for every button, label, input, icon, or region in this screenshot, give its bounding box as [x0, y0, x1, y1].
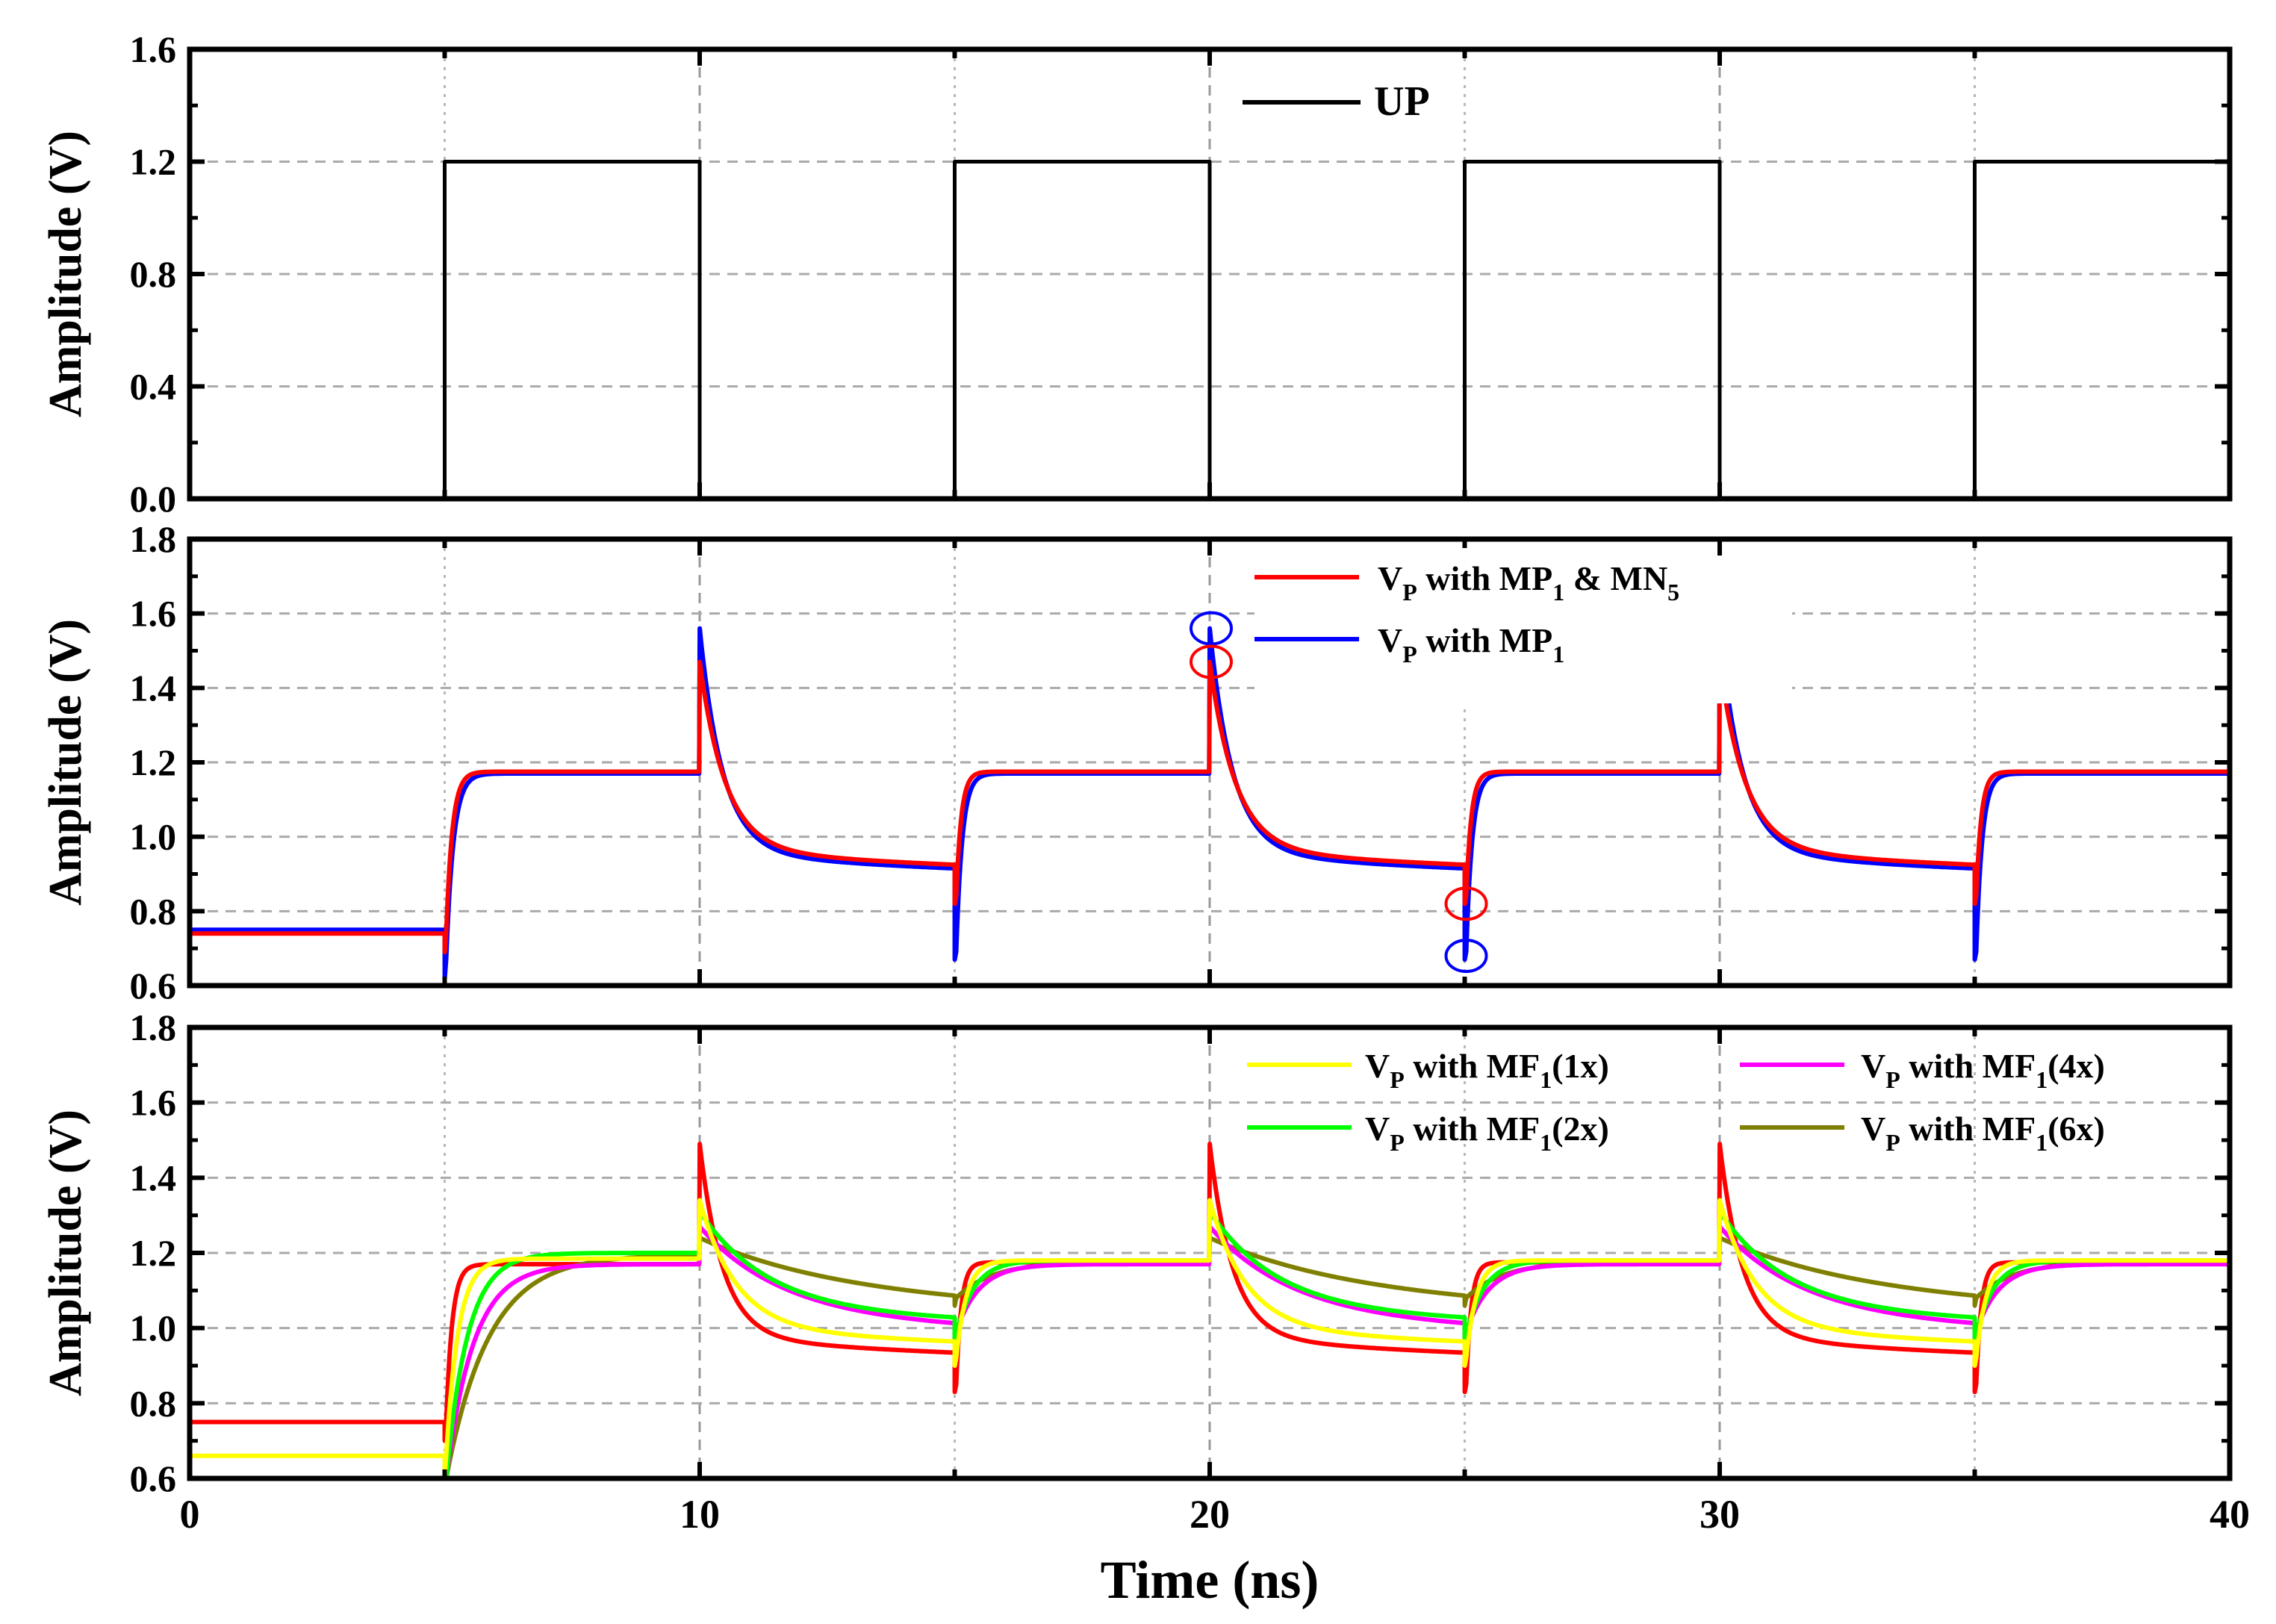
- ytick-label: 0.6: [130, 965, 177, 1007]
- series-vp-with-mf1-6x-: [190, 1235, 2230, 1478]
- ytick-label: 0.0: [130, 478, 177, 520]
- annotation-circle-0: [1190, 611, 1233, 646]
- ytick-label: 1.2: [130, 141, 177, 183]
- series-vp-with-mp1-mn5: [190, 659, 2230, 955]
- legend-vp-mp1-mn5-main: V: [1378, 559, 1402, 597]
- panel-2-ticks: 0.6 0.8 1.0 1.2 1.4 1.6 1.8: [130, 518, 2232, 1007]
- legend-mf1-2x-sub2: 1: [1540, 1129, 1552, 1156]
- legend-mf1-2x-sub1: P: [1390, 1129, 1405, 1156]
- ytick-label: 0.4: [130, 366, 177, 408]
- legend-vp-mp1-mn5-tail: & MN: [1564, 559, 1667, 597]
- legend-mf1-2x-label: VP with MF1(2x): [1365, 1110, 1609, 1156]
- legend-mf1-2x-tail: (2x): [1552, 1110, 1609, 1148]
- legend-mf1-1x-label: VP with MF1(1x): [1365, 1047, 1609, 1093]
- panel-1-series: [190, 160, 2230, 499]
- legend-mf1-4x-main: V: [1861, 1047, 1885, 1085]
- panel-3: 0.6 0.8 1.0 1.2 1.4 1.6 1.8 0 10 20 30 40 Amplitude…: [40, 1007, 2250, 1610]
- panel-2-legend-box: [1254, 532, 1792, 703]
- legend-mf1-4x-tail: (4x): [2048, 1047, 2105, 1085]
- ytick-label: 1.0: [130, 1307, 177, 1349]
- legend-mf1-6x-label: VP with MF1(6x): [1861, 1110, 2105, 1156]
- legend-mf1-6x-main: V: [1861, 1110, 1885, 1148]
- series-vp-reference: [190, 1142, 2230, 1443]
- legend-vp-mp1-mn5-sub1: P: [1402, 579, 1417, 606]
- ytick-label: 0.8: [130, 253, 177, 295]
- ytick-label: 1.4: [130, 667, 177, 709]
- legend-vp-mp1-label: VP with MP1: [1378, 621, 1564, 668]
- ytick-label: 0.6: [130, 1457, 177, 1499]
- annotation-circle-1: [1190, 644, 1233, 679]
- ytick-label: 1.2: [130, 1232, 177, 1274]
- legend-mf1-6x-sub2: 1: [2036, 1129, 2048, 1156]
- legend-mf1-1x-sub2: 1: [1540, 1066, 1552, 1093]
- legend-vp-mp1-sub2: 1: [1552, 641, 1564, 668]
- annotation-circle-3: [1444, 939, 1488, 974]
- legend-mf1-4x-sub2: 1: [2036, 1066, 2048, 1093]
- panel-1-ticks: 0.0 0.4 0.8 1.2 1.6: [130, 28, 2232, 520]
- legend-mf1-6x-mid: with MF: [1900, 1110, 2036, 1148]
- panel-1-ylabel: Amplitude (V): [40, 131, 91, 417]
- panel-3-series: [190, 1142, 2230, 1478]
- xtick-label: 20: [1190, 1492, 1230, 1537]
- legend-vp-mp1-mn5-sub2: 1: [1552, 579, 1564, 606]
- legend-mf1-1x-mid: with MF: [1405, 1047, 1540, 1085]
- legend-mf1-4x-mid: with MF: [1900, 1047, 2036, 1085]
- panel-2-annotations: [1190, 611, 1488, 974]
- legend-up-label: UP: [1374, 78, 1430, 125]
- xtick-label: 0: [180, 1492, 200, 1537]
- ytick-label: 1.6: [130, 28, 177, 70]
- legend-mf1-2x-main: V: [1365, 1110, 1390, 1148]
- legend-mf1-4x-label: VP with MF1(4x): [1861, 1047, 2105, 1093]
- xtick-label: 10: [680, 1492, 720, 1537]
- legend-mf1-1x-sub1: P: [1390, 1066, 1405, 1093]
- ytick-label: 1.4: [130, 1157, 177, 1198]
- xtick-label: 30: [1700, 1492, 1740, 1537]
- panel-3-ticks: 0.6 0.8 1.0 1.2 1.4 1.6 1.8 0 10 20 30 40: [130, 1007, 2251, 1537]
- legend-vp-mp1-mn5-mid: with MP: [1417, 559, 1552, 597]
- series-up: [190, 160, 2230, 499]
- ytick-label: 0.8: [130, 1382, 177, 1424]
- panel-2-series: [190, 626, 2230, 980]
- legend-mf1-6x-tail: (6x): [2048, 1110, 2105, 1148]
- legend-mf1-6x-sub1: P: [1885, 1129, 1900, 1156]
- legend-vp-mp1-mn5-sub3: 5: [1667, 579, 1679, 606]
- series-vp-with-mf1-1x-: [190, 1198, 2230, 1477]
- legend-vp-mp1-mid: with MP: [1417, 621, 1552, 659]
- ytick-label: 1.8: [130, 1007, 177, 1048]
- ytick-label: 1.8: [130, 518, 177, 560]
- ytick-label: 1.0: [130, 816, 177, 858]
- series-vp-with-mf1-4x-: [190, 1224, 2230, 1478]
- ytick-label: 1.6: [130, 1082, 177, 1124]
- ytick-label: 1.2: [130, 741, 177, 783]
- panel-2: 0.60.81.01.21.41.61.8 Amplitude (V) VP w…: [40, 518, 2233, 1007]
- panel-3-legend: VP with MF1(1x) VP with MF1(2x) VP with …: [1247, 1047, 2105, 1156]
- legend-mf1-1x-main: V: [1365, 1047, 1390, 1085]
- annotation-circle-2: [1444, 886, 1488, 921]
- legend-mf1-1x-tail: (1x): [1552, 1047, 1609, 1085]
- panel-2-legend: VP with MP1 & MN5 VP with MP1: [1254, 559, 1679, 668]
- legend-vp-mp1-main: V: [1378, 621, 1402, 659]
- ytick-label: 1.6: [130, 593, 177, 635]
- legend-vp-mp1-sub1: P: [1402, 641, 1417, 668]
- legend-mf1-2x-mid: with MF: [1405, 1110, 1540, 1148]
- panel-1-legend: UP: [1243, 78, 1430, 125]
- x-axis-label: Time (ns): [1101, 1550, 1319, 1610]
- panel-2-ylabel: Amplitude (V): [40, 619, 91, 906]
- legend-mf1-4x-sub1: P: [1885, 1066, 1900, 1093]
- panel-1: 0.0 0.4 0.8 1.2 1.6 Amplitude (V) UP: [40, 28, 2233, 520]
- series-vp-with-mf1-2x-: [190, 1209, 2230, 1478]
- legend-vp-mp1-mn5-label: VP with MP1 & MN5: [1378, 559, 1679, 606]
- ytick-label: 0.8: [130, 890, 177, 932]
- xtick-label: 40: [2210, 1492, 2250, 1537]
- panel-3-ylabel: Amplitude (V): [40, 1110, 91, 1396]
